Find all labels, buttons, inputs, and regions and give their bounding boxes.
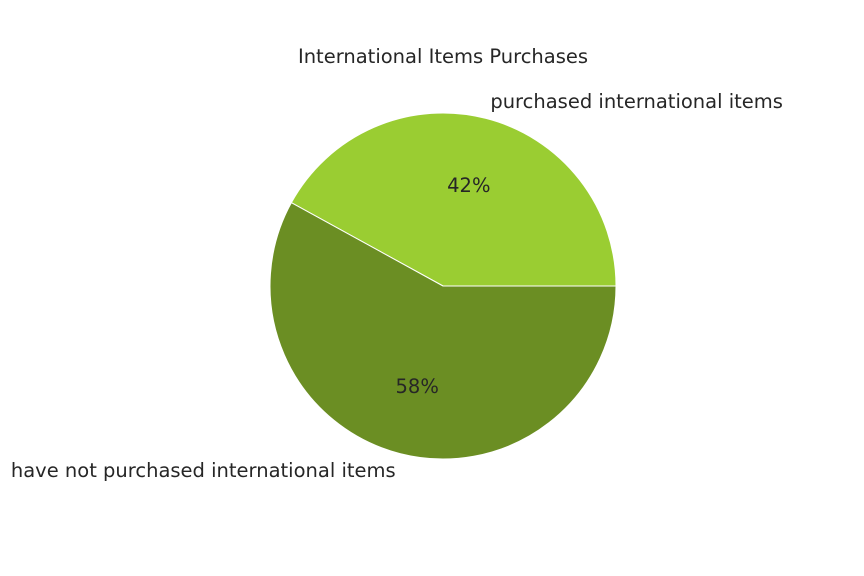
slice-percent-label: 42% xyxy=(447,174,490,197)
slice-percent-label: 58% xyxy=(396,375,439,398)
slice-category-label: purchased international items xyxy=(490,90,783,113)
pie-slice xyxy=(269,201,617,460)
pie-slices xyxy=(269,112,617,460)
chart-title: International Items Purchases xyxy=(298,45,588,68)
slice-category-label: have not purchased international items xyxy=(11,459,396,482)
pie-slice xyxy=(290,112,617,287)
pie-labels: 42% purchased international items 58% have … xyxy=(11,90,783,482)
